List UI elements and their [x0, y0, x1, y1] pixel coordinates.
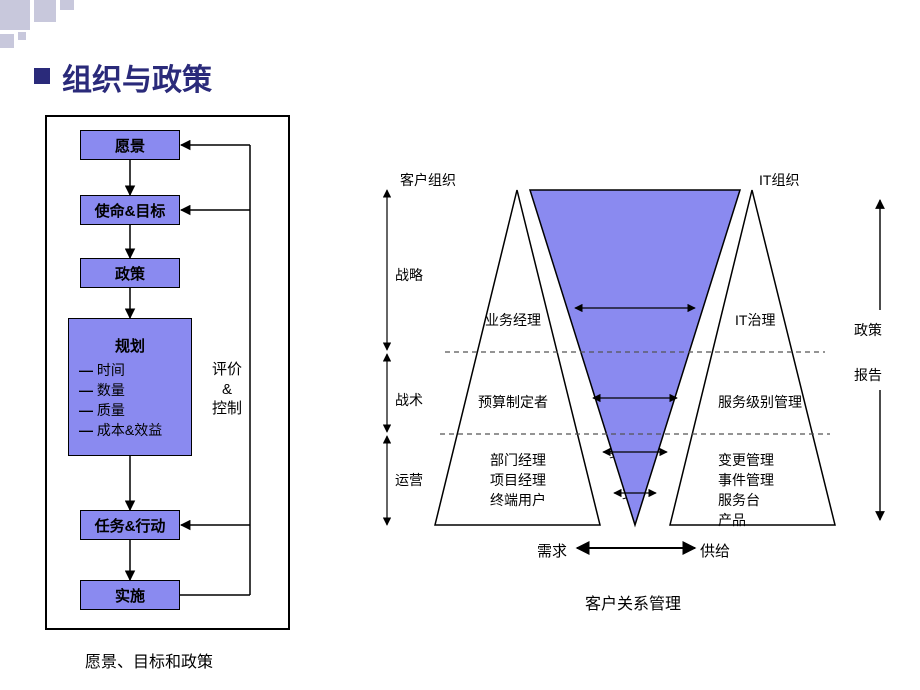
diagram-svg [0, 0, 920, 690]
